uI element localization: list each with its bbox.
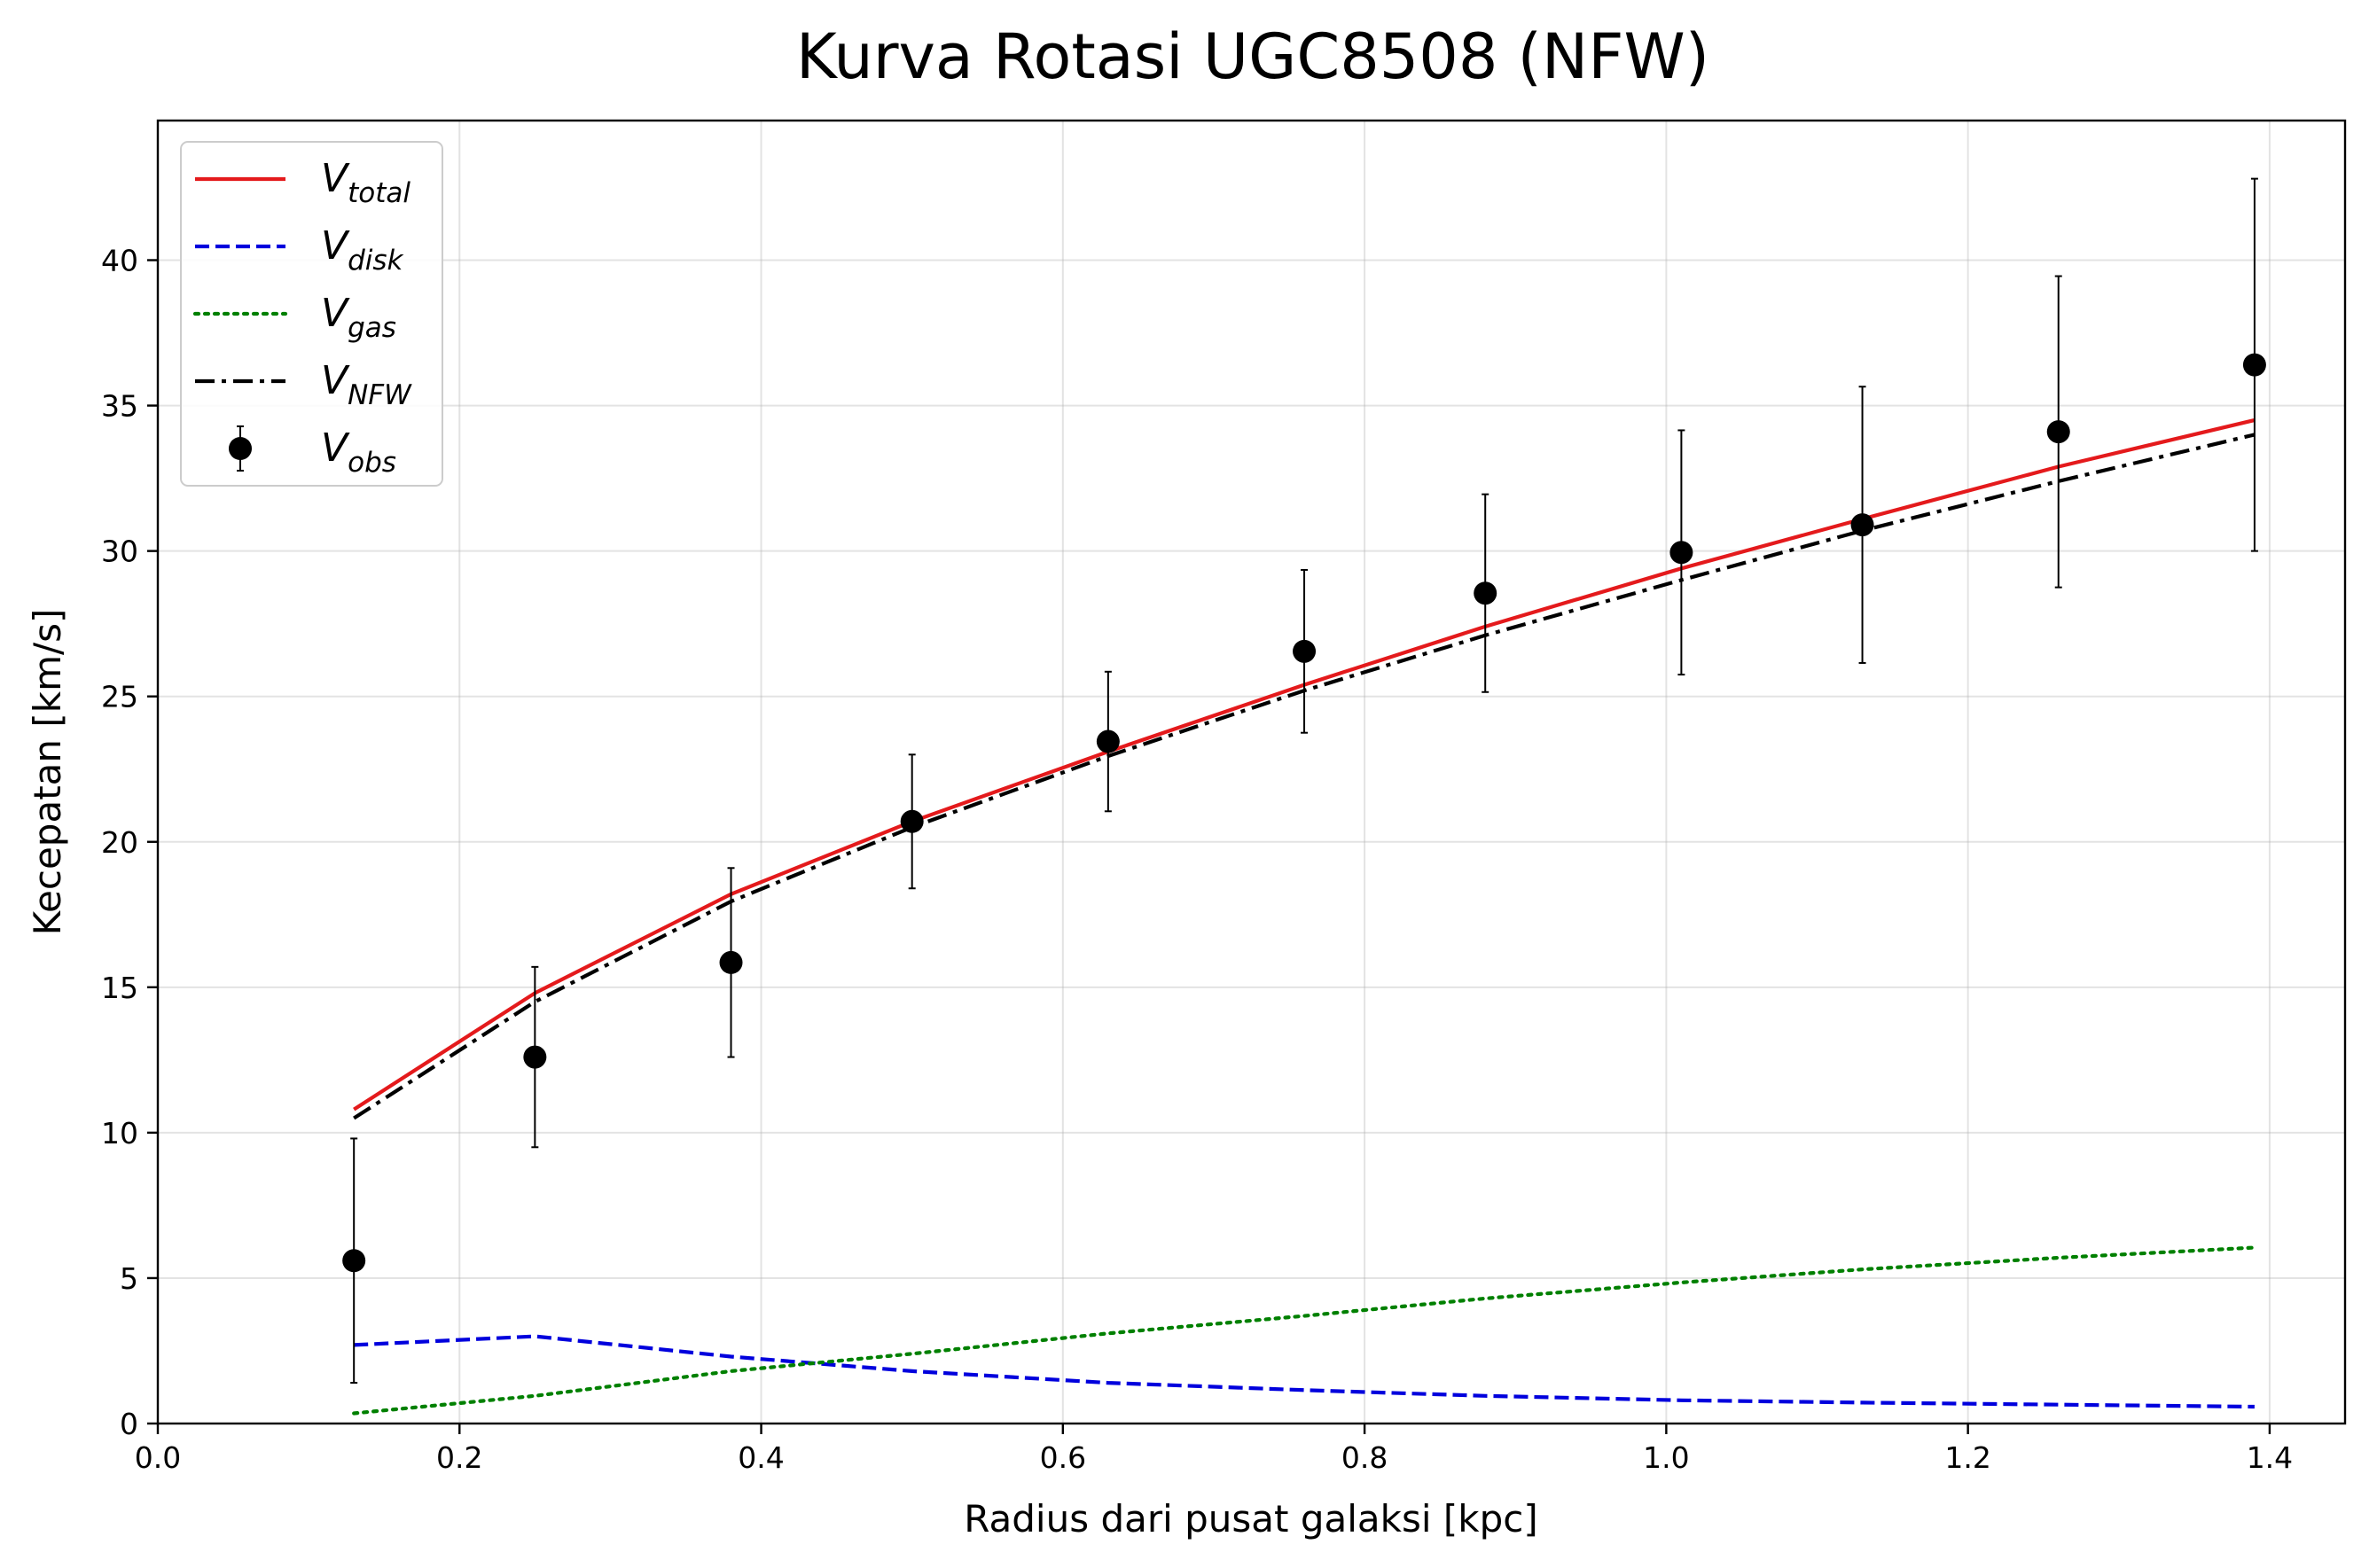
legend-label: Vtotal [321, 156, 410, 209]
x-tick-label: 1.4 [2247, 1440, 2293, 1475]
x-tick-label: 0.6 [1040, 1440, 1086, 1475]
legend-subscript: gas [348, 312, 396, 344]
plot-frame [156, 119, 2347, 1425]
x-tick-label: 1.2 [1944, 1440, 1990, 1475]
legend-item-disk: Vdisk [195, 223, 404, 277]
y-tick-label: 40 [101, 244, 138, 278]
observed-point [1850, 513, 1874, 537]
y-tick-label: 15 [101, 971, 138, 1005]
y-tick-label: 5 [120, 1261, 138, 1296]
legend-symbol: V [321, 358, 350, 403]
plot-area [156, 119, 2347, 1425]
observed-point [1293, 639, 1317, 663]
legend-subscript: total [348, 177, 410, 209]
y-tick-label: 20 [101, 825, 138, 860]
legend-label: Vgas [321, 291, 396, 344]
observed-point [1669, 541, 1693, 565]
x-axis-label: Radius dari pusat galaksi [kpc] [964, 1497, 1537, 1541]
legend-subscript: disk [348, 245, 403, 277]
legend-item-nfw: VNFW [195, 358, 412, 411]
y-tick-label: 10 [101, 1116, 138, 1151]
y-tick-label: 25 [101, 680, 138, 714]
observed-point [2046, 420, 2070, 444]
y-axis-ticks: 0 5 10 15 20 25 30 35 40 [101, 244, 158, 1441]
observed-point [719, 950, 743, 974]
observed-point [900, 809, 924, 833]
y-tick-label: 0 [120, 1407, 138, 1441]
x-axis-ticks: 0.0 0.2 0.4 0.6 0.8 1.0 1.2 1.4 [135, 1424, 2293, 1475]
observed-point [523, 1045, 547, 1069]
x-tick-label: 0.4 [738, 1440, 784, 1475]
legend-label: VNFW [321, 358, 412, 411]
legend-label: Vdisk [321, 223, 404, 277]
observed-point [1096, 729, 1120, 753]
x-tick-label: 1.0 [1643, 1440, 1689, 1475]
observed-points [342, 177, 2266, 1385]
observed-point [2242, 353, 2266, 377]
chart-title: Kurva Rotasi UGC8508 (NFW) [796, 20, 1709, 93]
observed-point [1474, 581, 1497, 605]
legend-item-total: Vtotal [195, 156, 410, 209]
legend-symbol: V [321, 291, 350, 336]
x-tick-label: 0.0 [135, 1440, 181, 1475]
legend-item-gas: Vgas [192, 291, 396, 344]
legend-box [180, 141, 443, 487]
legend-label: Vobs [321, 425, 396, 479]
x-tick-label: 0.2 [436, 1440, 482, 1475]
legend-symbol: V [321, 156, 350, 201]
legend-subscript: obs [348, 447, 396, 479]
legend-symbol: V [321, 425, 350, 471]
series-line-gas [352, 1245, 2256, 1416]
x-tick-label: 0.8 [1341, 1440, 1388, 1475]
y-tick-label: 35 [101, 389, 138, 424]
legend-marker [229, 437, 252, 460]
series-line-disk [354, 1334, 2255, 1409]
observed-point [342, 1249, 366, 1273]
legend-item-obs: Vobs [229, 425, 396, 479]
legend-subscript: NFW [348, 379, 412, 411]
legend-symbol: V [321, 223, 350, 269]
y-tick-label: 30 [101, 534, 138, 569]
y-axis-label: Kecepatan [km/s] [26, 609, 69, 936]
